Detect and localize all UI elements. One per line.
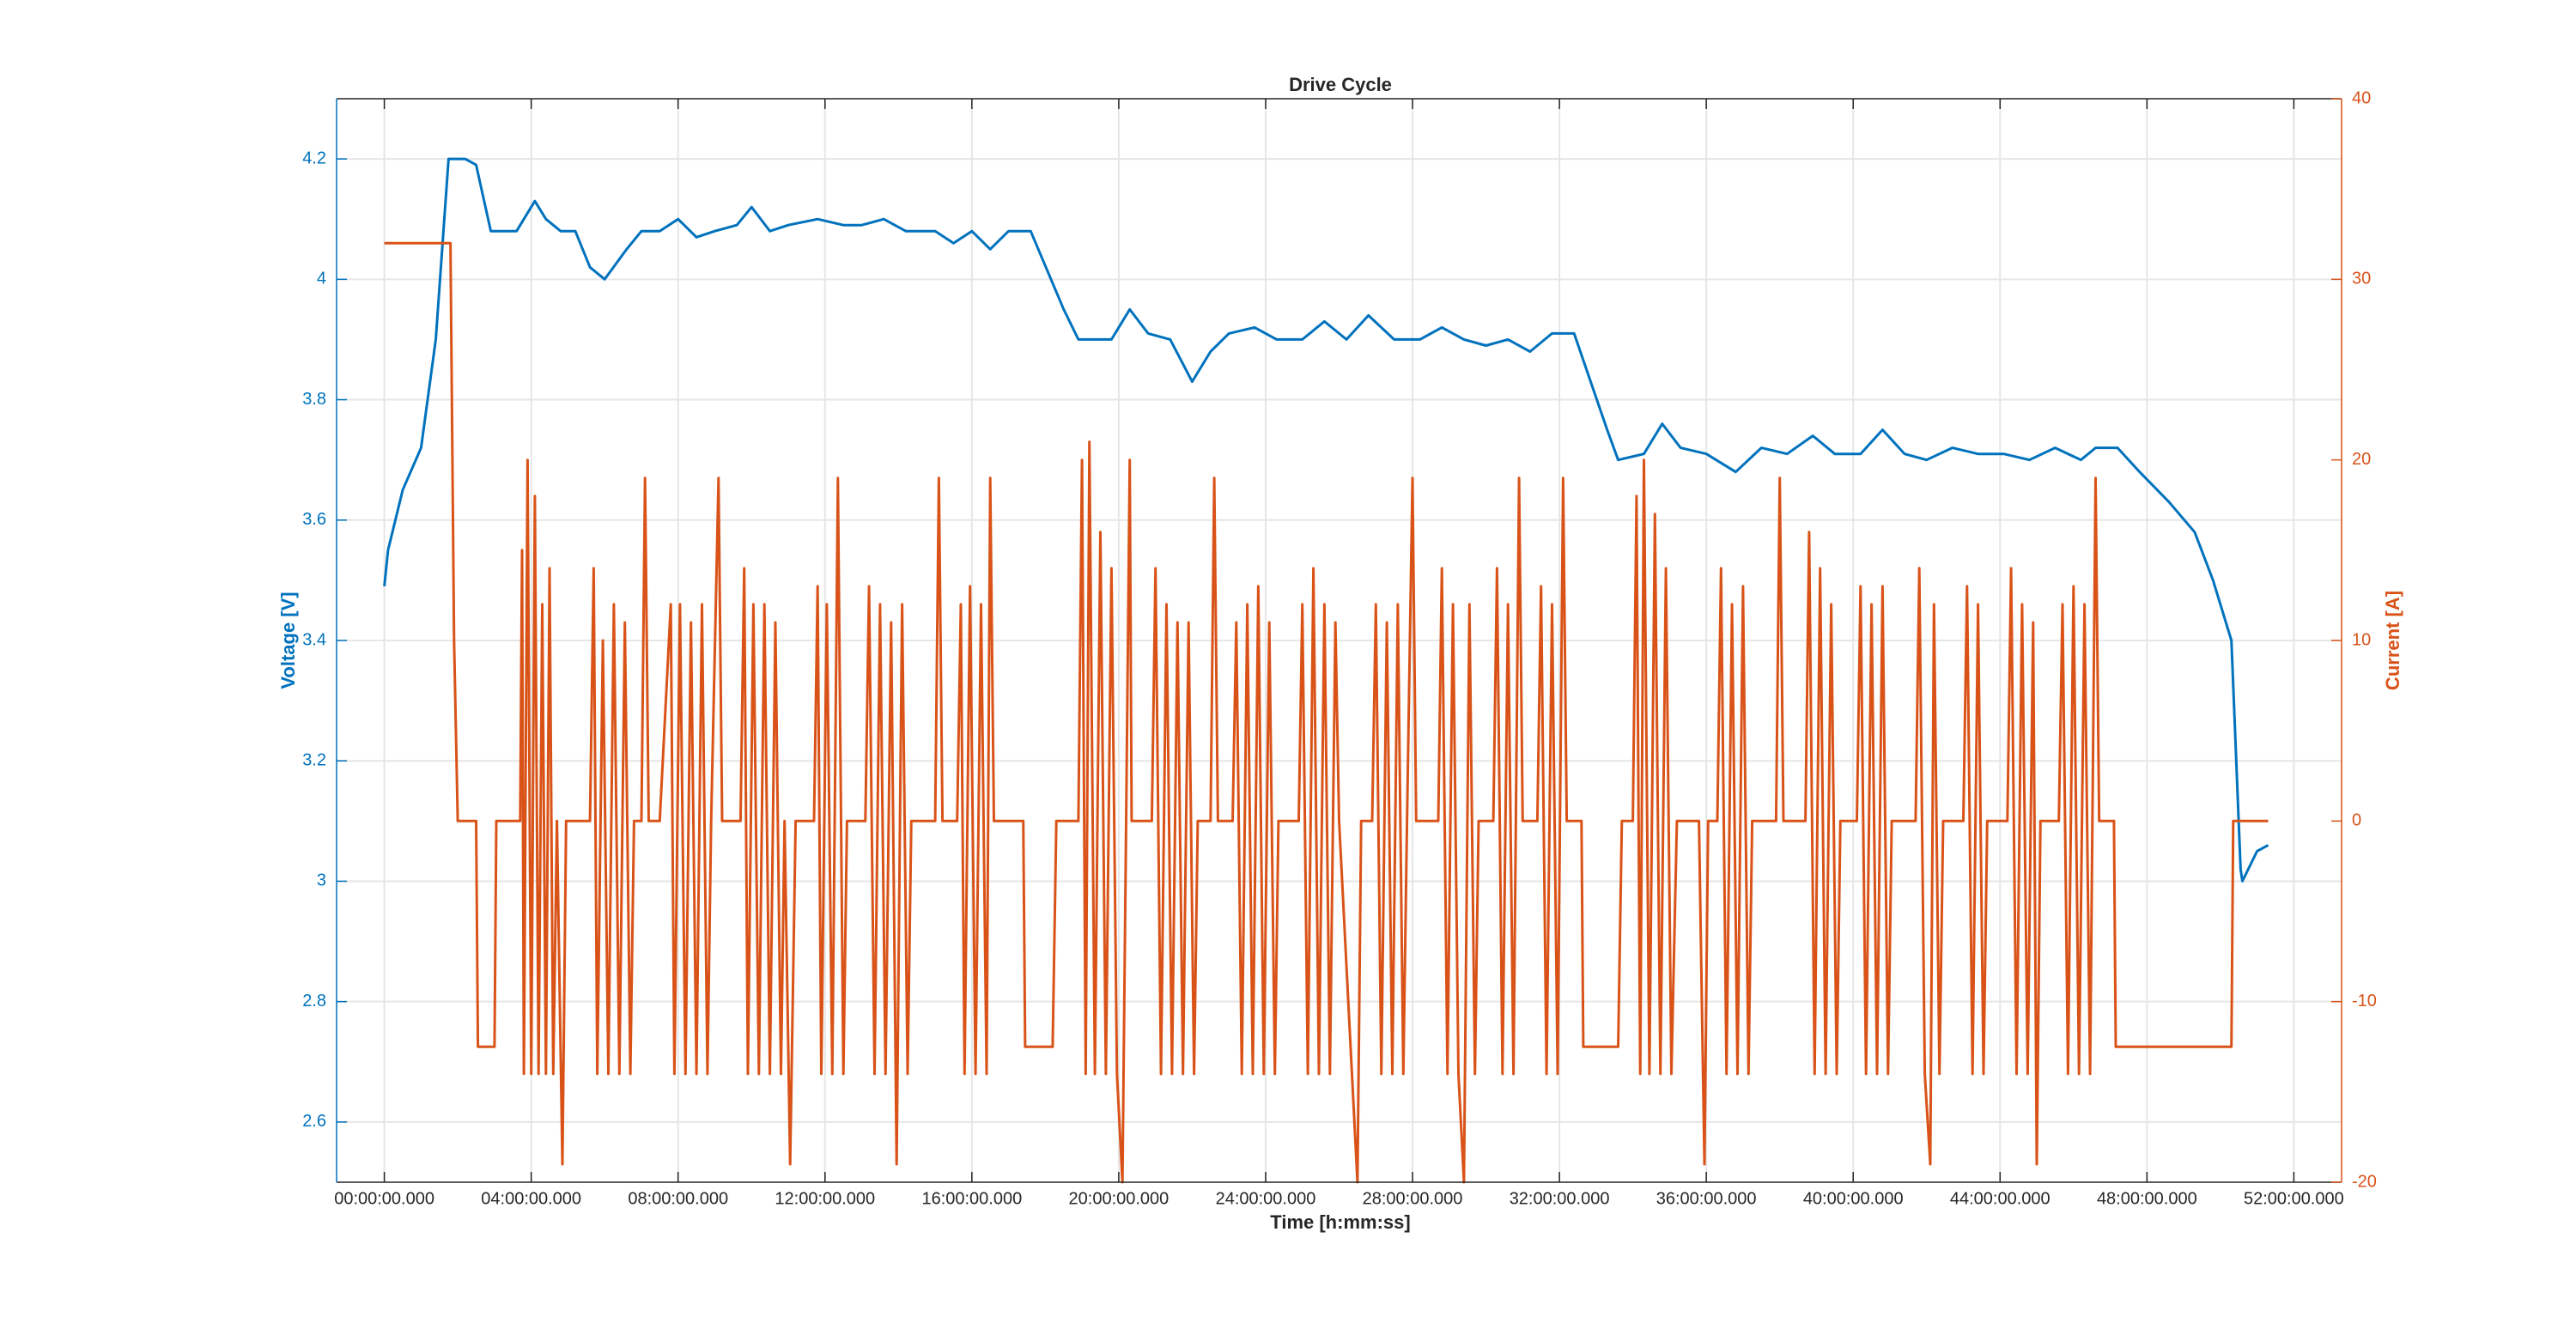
y-tick-label: 4 bbox=[317, 270, 326, 288]
x-tick-label: 44:00:00.000 bbox=[1950, 1189, 2050, 1208]
x-tick-label: 20:00:00.000 bbox=[1069, 1189, 1170, 1208]
y-tick-label: 3 bbox=[317, 871, 326, 890]
y2-tick-label: 30 bbox=[2352, 270, 2371, 288]
y-tick-label: 2.8 bbox=[302, 992, 326, 1010]
y-tick-label: 3.2 bbox=[302, 751, 326, 770]
y-tick-label: 3.6 bbox=[302, 510, 326, 529]
x-tick-label: 32:00:00.000 bbox=[1510, 1189, 1610, 1208]
x-tick-label: 40:00:00.000 bbox=[1803, 1189, 1904, 1208]
y-tick-label: 3.8 bbox=[302, 390, 326, 409]
x-tick-label: 04:00:00.000 bbox=[481, 1189, 581, 1208]
x-tick-label: 16:00:00.000 bbox=[921, 1189, 1022, 1208]
x-tick-label: 24:00:00.000 bbox=[1216, 1189, 1316, 1208]
x-tick-label: 48:00:00.000 bbox=[2097, 1189, 2197, 1208]
data-line bbox=[384, 241, 2269, 1184]
y2-tick-label: -10 bbox=[2352, 992, 2377, 1010]
y-tick-label: 4.2 bbox=[302, 149, 326, 167]
x-tick-label: 36:00:00.000 bbox=[1656, 1189, 1757, 1208]
x-tick-label: 00:00:00.000 bbox=[334, 1189, 434, 1208]
x-tick-label: 52:00:00.000 bbox=[2244, 1189, 2344, 1208]
x-axis-label: Time [h:mm:ss] bbox=[1270, 1211, 1410, 1233]
y-tick-label: 3.4 bbox=[302, 630, 326, 649]
y2-tick-label: 0 bbox=[2352, 811, 2361, 830]
y2-axis-label: Current [A] bbox=[2382, 591, 2403, 690]
x-tick-label: 12:00:00.000 bbox=[775, 1189, 875, 1208]
y2-tick-label: 40 bbox=[2352, 88, 2371, 107]
x-tick-label: 08:00:00.000 bbox=[628, 1189, 728, 1208]
y-axis-label: Voltage [V] bbox=[277, 592, 299, 689]
y2-tick-label: -20 bbox=[2352, 1172, 2377, 1191]
y2-tick-label: 20 bbox=[2352, 450, 2371, 469]
chart-title: Drive Cycle bbox=[1289, 74, 1392, 95]
x-tick-label: 28:00:00.000 bbox=[1363, 1189, 1463, 1208]
y-tick-label: 2.6 bbox=[302, 1112, 326, 1131]
data-line bbox=[383, 157, 2269, 883]
y2-tick-label: 10 bbox=[2352, 630, 2371, 649]
